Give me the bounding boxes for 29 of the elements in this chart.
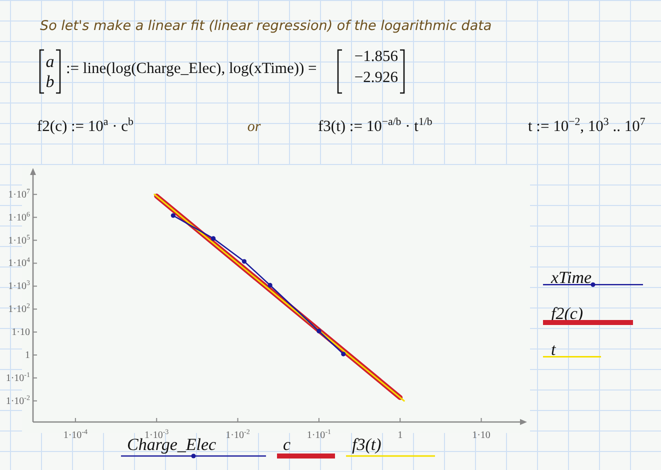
y-tick-label: 1·10$^{-2}$: [6, 394, 30, 407]
chart-title: So let's make a linear fit (linear regression) of the logarithmic data: [40, 18, 492, 34]
y-tick-label: 1·10$^{3}$: [8, 279, 30, 292]
text: a: [46, 52, 54, 71]
legend-label: t: [551, 340, 557, 359]
y-tick-label: 1·10$^{4}$: [8, 256, 30, 270]
text: f2(c) := 10$^{a}$ · c$^{b}$: [37, 116, 134, 135]
y-tick-label: 1: [25, 350, 30, 361]
x-tick-label: 1: [398, 430, 403, 441]
legend-label: xTime: [550, 268, 592, 287]
y-tick-label: 1·10: [12, 327, 30, 338]
x-tick-label: 1·10$^{-4}$: [63, 428, 88, 441]
x-tick-label: 1·10$^{-1}$: [306, 428, 332, 441]
text: −2.926: [354, 69, 398, 86]
y-tick-label: 1·10$^{2}$: [8, 302, 30, 316]
y-tick-label: 1·10$^{-1}$: [6, 370, 30, 384]
y-tick-label: 1·10$^{7}$: [8, 187, 30, 200]
text: b: [46, 72, 54, 91]
text: −1.856: [354, 48, 398, 65]
text: := line(log(Charge_Elec), log(xTime)) =: [66, 60, 317, 77]
text: or: [247, 119, 261, 135]
text: t := 10$^{−2}$, 10$^{3}$ .. 10$^{7}$: [528, 116, 646, 135]
y-tick-label: 1·10$^{5}$: [8, 233, 30, 246]
y-tick-label: 1·10$^{6}$: [8, 210, 30, 224]
x-tick-label: 1·10$^{-2}$: [226, 428, 250, 441]
text: f3(t) := 10$^{−a/b}$ · t$^{1/b}$: [318, 116, 433, 135]
x-tick-label: 1·10: [472, 430, 490, 441]
text: c: [283, 435, 291, 454]
text: f3(t): [352, 435, 382, 454]
